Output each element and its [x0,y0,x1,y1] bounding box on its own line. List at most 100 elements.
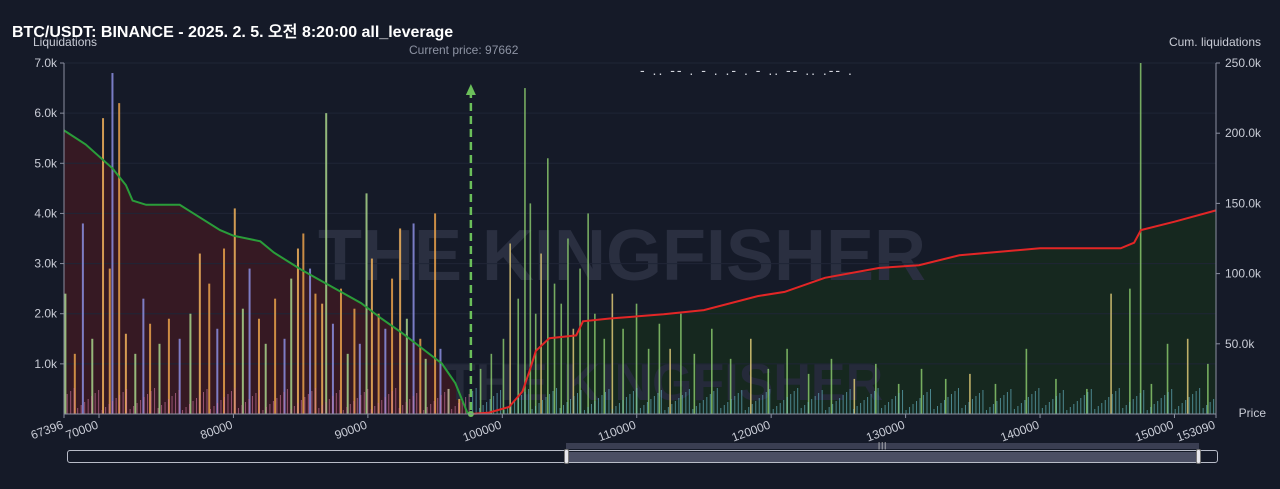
minor-bar [426,407,428,414]
minor-bar [793,391,795,414]
minor-bar [978,393,980,414]
minor-bar [818,393,820,414]
minor-bar [91,396,93,414]
liquidation-bar [134,353,137,414]
minor-bar [1031,394,1033,414]
liquidation-bar [178,338,181,414]
minor-bar [185,407,187,414]
x-tick-label: 120000 [730,418,773,445]
minor-bar [902,390,904,414]
minor-bar [909,407,911,414]
minor-bar [877,388,879,414]
minor-bar [583,410,585,414]
minor-bar [1202,408,1204,414]
liquidation-bar [944,378,947,414]
minor-bar [196,398,198,414]
minor-bar [94,393,96,414]
minor-bar [87,399,89,414]
minor-bar [692,409,694,414]
zoom-scrollbar-track[interactable] [67,450,1218,463]
minor-bar [790,394,792,414]
minor-bar [1104,400,1106,414]
minor-bar [391,391,393,414]
minor-bar [1111,394,1113,414]
minor-bar [234,388,236,414]
liquidation-bar [658,323,661,414]
liquidation-bar [1150,383,1153,414]
y-right-tick-label: 50.0k [1225,337,1255,351]
liquidation-bar [365,193,368,414]
liquidation-bar [223,248,226,414]
minor-bar [1017,406,1019,414]
minor-bar [486,402,488,414]
liquidation-bar [1129,288,1131,414]
zoom-scrollbar-thumb[interactable] [566,452,1199,462]
minor-bar [70,391,72,414]
minor-bar [1027,397,1029,414]
liquidation-bar [290,278,293,414]
minor-bar [220,400,222,414]
minor-bar [216,403,218,414]
minor-bar [898,393,900,414]
minor-bar [639,408,641,414]
minor-bar [458,403,460,414]
grip-icon[interactable]: ||| [878,441,888,450]
minor-bar [175,393,177,414]
x-tick-label: 150000 [1133,418,1176,445]
minor-bar [947,397,949,414]
minor-bar [318,408,320,414]
minor-bar [1160,398,1162,414]
zoom-left-handle[interactable] [564,449,569,464]
minor-bar [307,394,309,414]
minor-bar [147,394,149,414]
minor-bar [126,389,128,414]
zoom-window-top[interactable] [566,443,1199,449]
minor-bar [339,390,341,414]
minor-bar [891,399,893,414]
minor-bar [84,402,86,414]
minor-bar [632,391,634,414]
minor-bar [129,409,131,414]
liquidation-bar [830,358,833,414]
minor-bar [1045,405,1047,414]
minor-bar [1052,399,1054,414]
minor-bar [849,389,851,414]
liquidation-bar [233,208,236,414]
liquidation-bar [1025,348,1028,414]
liquidation-bar [594,313,596,414]
liquidation-bar [353,308,356,414]
minor-bar [1195,391,1197,414]
minor-bar [702,400,704,414]
minor-bar [447,389,449,414]
y-left-tick-label: 1.0k [34,357,58,371]
liquidation-bar [358,343,361,414]
liquidation-bar [1186,338,1189,414]
minor-bar [811,399,813,414]
minor-bar [985,410,987,414]
minor-bar [440,395,442,414]
minor-bar [601,395,603,414]
liquidation-bar [611,293,614,414]
minor-bar [594,401,596,414]
minor-bar [241,405,243,414]
zoom-right-handle[interactable] [1196,449,1201,464]
minor-bar [412,396,414,414]
minor-bar [867,397,869,414]
minor-bar [828,407,830,414]
minor-bar [566,402,568,414]
minor-bar [143,397,145,414]
liquidation-bar [524,88,526,415]
liquidation-bar [264,343,267,414]
x-axis-title: Price [1238,406,1266,420]
y-left-tick-label: 7.0k [34,56,58,70]
minor-bar [685,392,687,414]
right-axis-title: Cum. liquidations [1168,35,1261,49]
liquidation-bar [108,268,111,414]
minor-bar [108,404,110,414]
minor-bar [751,404,753,414]
garbled-text: - .. -- . - . .- . - .. -- .. .-- . [640,62,854,78]
minor-bar [954,391,956,414]
minor-bar [1069,407,1071,414]
minor-bar [98,390,100,414]
